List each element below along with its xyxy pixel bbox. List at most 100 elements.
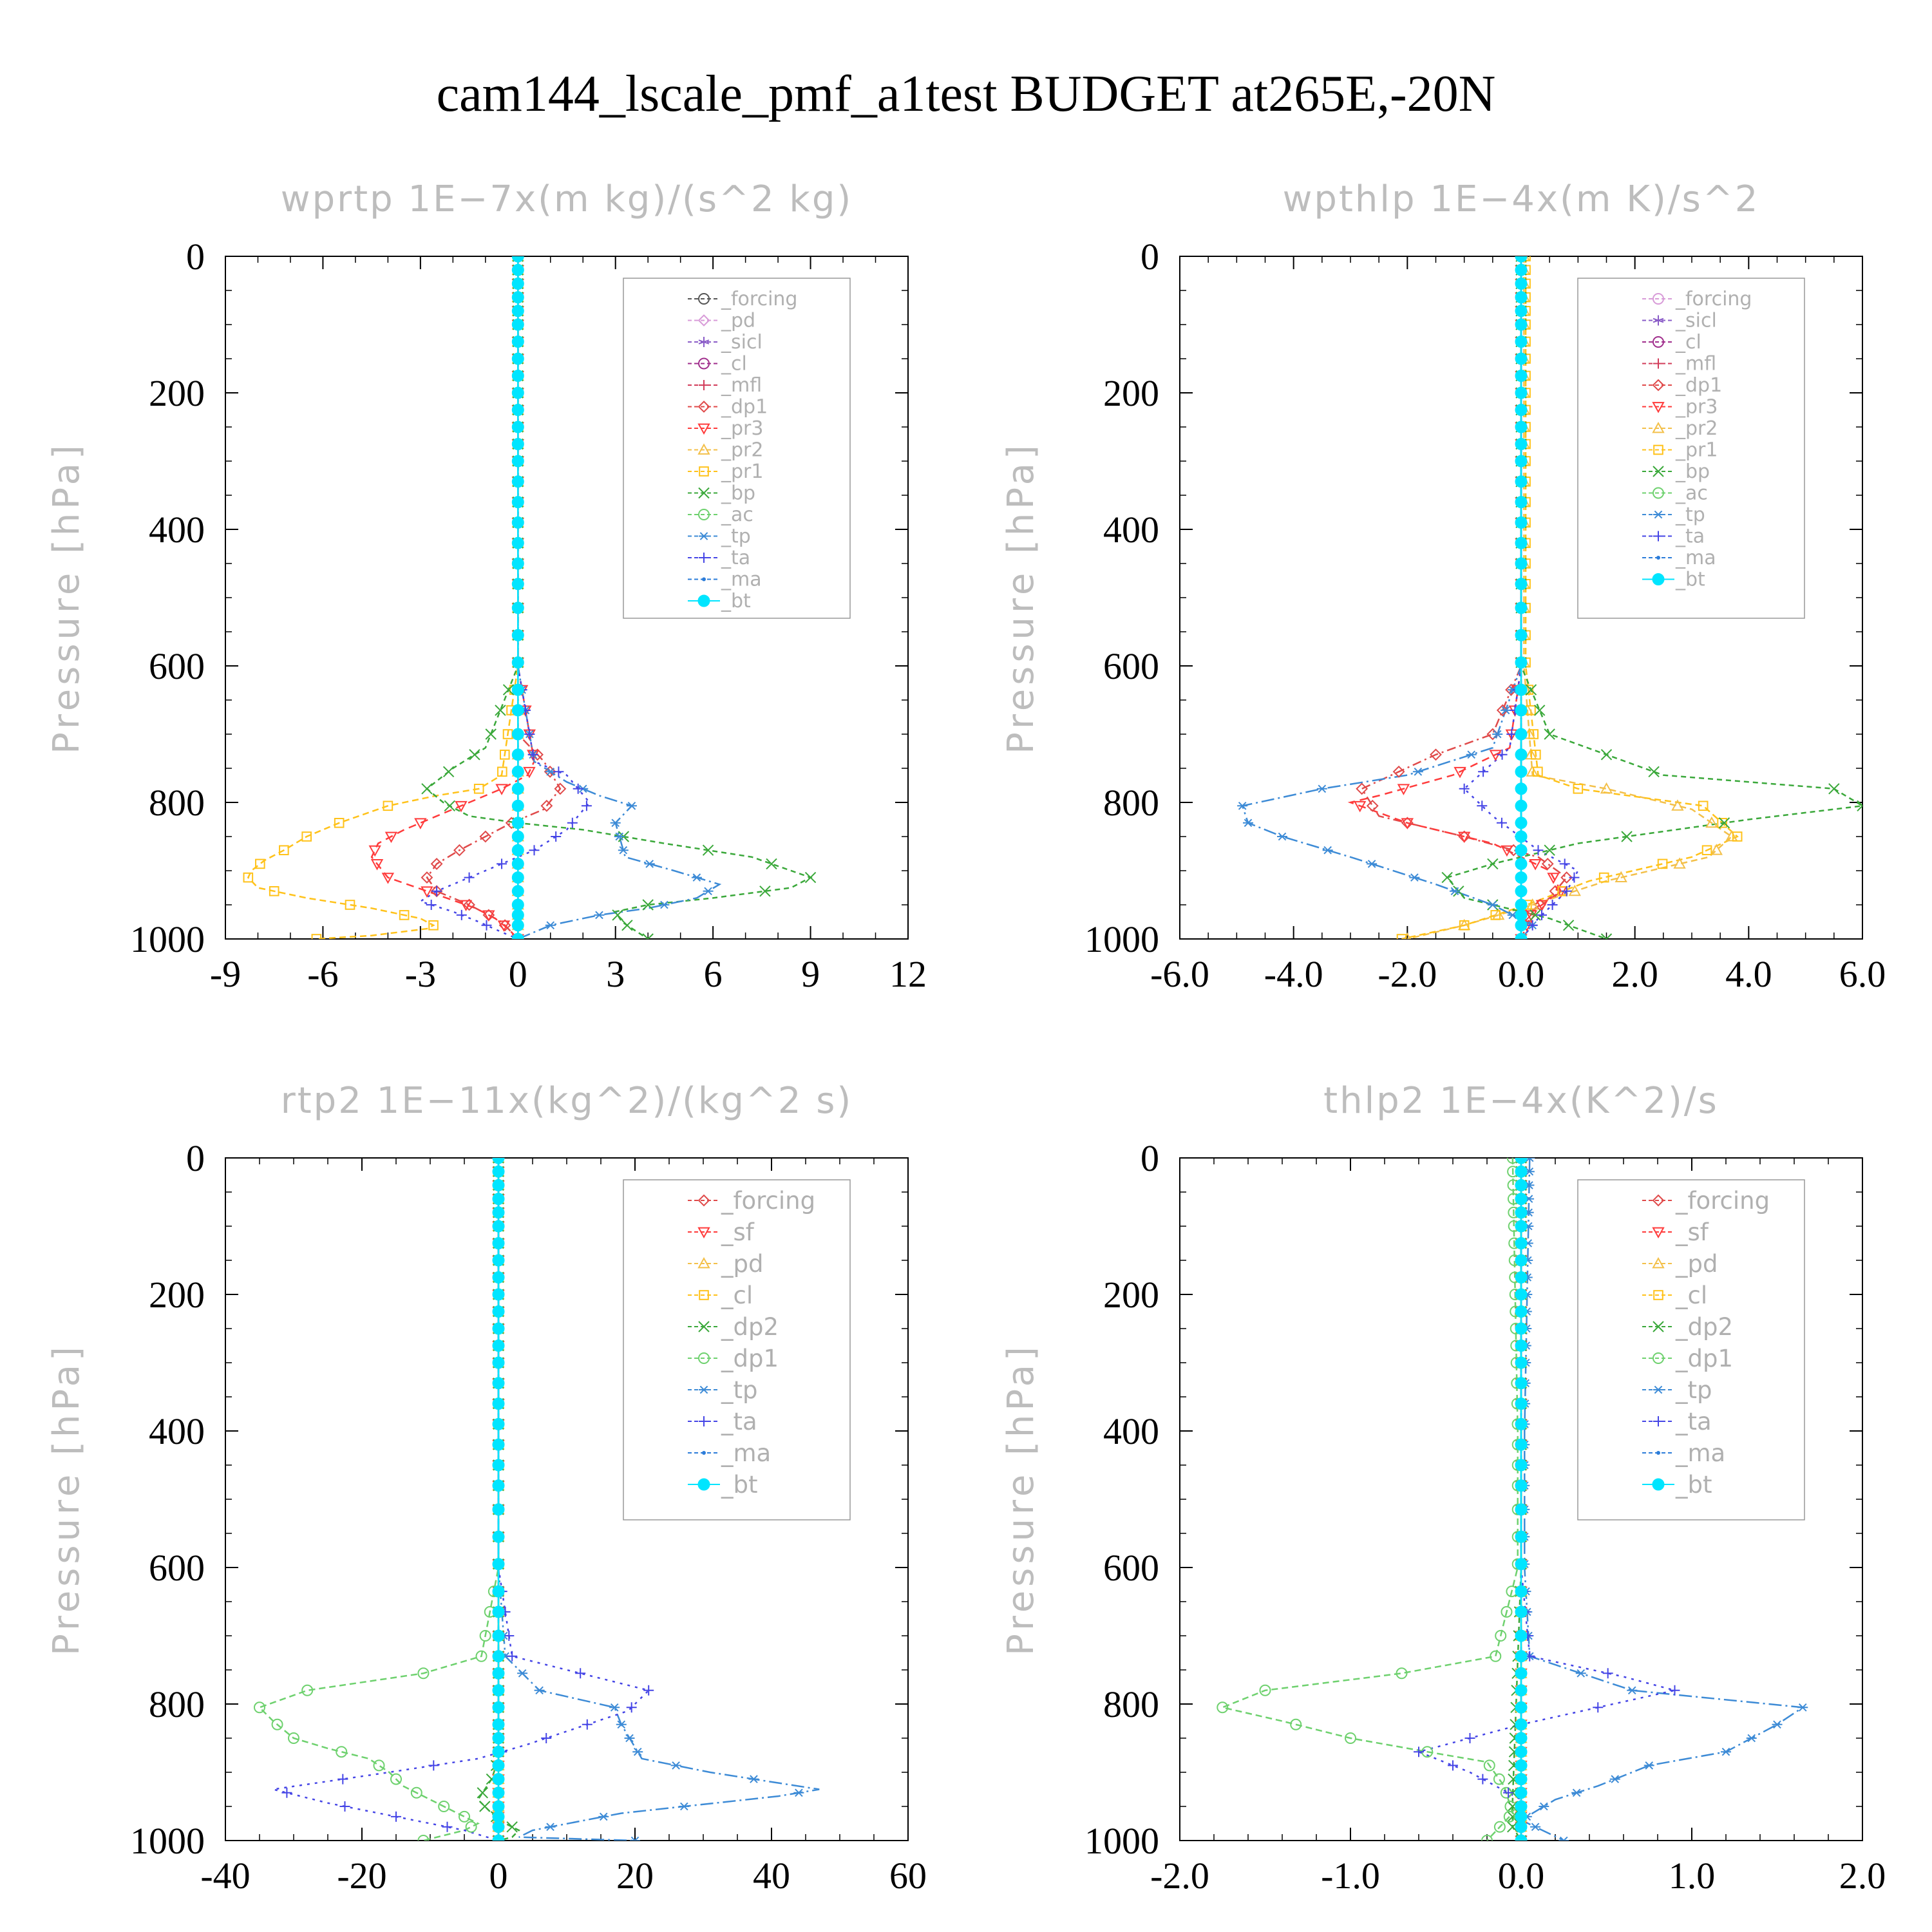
point-pr3 xyxy=(497,920,511,932)
series-markers-dp1 xyxy=(1356,256,1573,939)
y-tick-label: 0 xyxy=(186,236,205,278)
series-markers-ta xyxy=(426,256,592,939)
y-tick-label: 200 xyxy=(1103,1274,1159,1316)
point-tp xyxy=(626,801,637,810)
y-tick-label: 600 xyxy=(149,1547,205,1589)
point-bt xyxy=(1515,844,1528,857)
point-dp1 xyxy=(430,857,443,870)
point-bt xyxy=(511,885,524,898)
point-bt xyxy=(511,919,524,932)
point-bt xyxy=(1515,263,1528,276)
point-pr1 xyxy=(1528,729,1539,739)
point-bt xyxy=(492,1417,505,1430)
point-bt xyxy=(1515,336,1528,348)
legend-item-ma: _ma xyxy=(1642,547,1716,569)
x-tick-label: 0.0 xyxy=(1498,1855,1545,1897)
legend-label: _ta xyxy=(1675,526,1705,548)
legend-label: _forcing xyxy=(721,288,797,310)
point-bt xyxy=(1515,1397,1528,1410)
legend-item-pr2: _pr2 xyxy=(1642,417,1718,440)
point-dp1 xyxy=(554,782,567,795)
point-bt xyxy=(1515,909,1528,922)
point-dp1 xyxy=(438,1801,450,1812)
point-ta xyxy=(1602,1668,1613,1679)
point-bt xyxy=(1515,421,1528,433)
x-tick-label: -3 xyxy=(405,953,436,995)
point-pr1 xyxy=(1717,818,1727,828)
point-dp1 xyxy=(453,844,466,857)
point-tp xyxy=(1322,846,1333,855)
x-tick-label: -6.0 xyxy=(1150,953,1209,995)
point-bp xyxy=(1648,766,1660,778)
point-dp1 xyxy=(1356,782,1368,795)
figure-title: cam144_lscale_pmf_a1test BUDGET at265E,-… xyxy=(437,66,1496,122)
legend-marker xyxy=(699,553,709,563)
legend-marker xyxy=(1652,402,1665,413)
point-dp1 xyxy=(1481,1835,1493,1841)
point-ta xyxy=(481,920,492,931)
series-line-bp xyxy=(1446,256,1862,939)
series-line-pr1 xyxy=(247,256,519,939)
legend-label: _ac xyxy=(721,504,753,526)
point-ta xyxy=(1497,749,1508,760)
x-tick-label: -9 xyxy=(210,953,241,995)
point-bt xyxy=(492,1701,505,1714)
x-tick-label: 9 xyxy=(801,953,820,995)
point-ta xyxy=(529,845,540,856)
x-tick-label: -4.0 xyxy=(1264,953,1323,995)
x-tick-label: 20 xyxy=(616,1855,654,1897)
legend-marker xyxy=(702,1451,706,1455)
point-pr1 xyxy=(1490,910,1501,920)
point-ta xyxy=(1477,800,1488,811)
series-markers-ta xyxy=(281,1158,654,1841)
y-tick-label: 1000 xyxy=(1084,1820,1159,1862)
legend-item-ac: _ac xyxy=(688,504,753,526)
point-bt xyxy=(1515,1322,1528,1335)
legend-item-sf: _sf xyxy=(688,1218,755,1246)
legend-marker xyxy=(1653,336,1664,348)
point-bt xyxy=(492,1834,505,1841)
point-bt xyxy=(492,1305,505,1318)
point-dp1 xyxy=(1506,1158,1519,1164)
point-bt xyxy=(511,256,524,263)
point-pr1 xyxy=(1533,766,1543,777)
x-tick-label: 6.0 xyxy=(1839,953,1886,995)
series-markers-dp1 xyxy=(421,256,567,939)
point-pr3 xyxy=(1535,900,1549,912)
legend: _forcing_sicl_cl_mfl_dp1_pr3_pr2_pr1_bp_… xyxy=(1577,278,1805,619)
legend-marker xyxy=(698,1321,710,1332)
point-pr2 xyxy=(1725,829,1738,842)
legend-label: _forcing xyxy=(721,1187,815,1215)
point-bt xyxy=(492,1732,505,1745)
point-pr2 xyxy=(1710,844,1723,855)
legend-item-ta: _ta xyxy=(1642,1408,1712,1435)
point-ta xyxy=(391,1811,401,1822)
point-bt xyxy=(511,844,524,857)
point-pr1 xyxy=(399,910,410,920)
point-bt xyxy=(1515,1667,1528,1680)
point-tp xyxy=(1627,1686,1638,1695)
legend-label: _sicl xyxy=(1675,310,1717,332)
point-bt xyxy=(492,1397,505,1410)
point-bt xyxy=(1515,1459,1528,1472)
legend-label: _ma xyxy=(1675,1439,1725,1467)
legend-label: _mfl xyxy=(721,374,762,397)
legend-item-dp2: _dp2 xyxy=(688,1313,779,1341)
point-bp xyxy=(1828,783,1840,795)
legend-item-ac: _ac xyxy=(1642,482,1708,505)
point-bt xyxy=(492,1459,505,1472)
legend-label: _bp xyxy=(1675,460,1710,483)
point-dp1 xyxy=(1560,871,1573,884)
point-ta xyxy=(527,749,538,760)
series-line-dp1 xyxy=(1220,1158,1519,1841)
point-bt xyxy=(1515,256,1528,263)
point-ta xyxy=(1593,1702,1604,1713)
legend-marker xyxy=(1652,421,1665,433)
legend-item-dp2: _dp2 xyxy=(1642,1313,1733,1341)
y-tick-label: 1000 xyxy=(130,1820,205,1862)
legend-label: _forcing xyxy=(1675,1187,1770,1215)
point-bt xyxy=(1515,1340,1528,1352)
legend-label: _sf xyxy=(1675,1218,1709,1246)
legend-marker xyxy=(698,293,710,305)
point-bt xyxy=(492,1585,505,1598)
